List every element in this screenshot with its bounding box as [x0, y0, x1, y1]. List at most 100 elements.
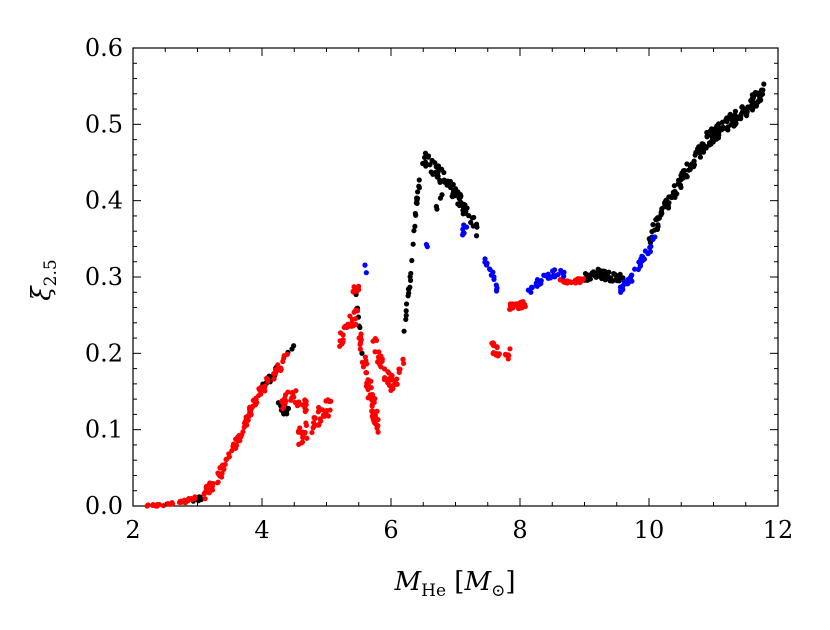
data-point-black [462, 202, 468, 208]
data-point-red [394, 376, 400, 382]
data-point-red [316, 421, 322, 428]
data-point-black [739, 104, 745, 110]
data-point-red [247, 408, 254, 415]
plot-area [132, 47, 779, 507]
data-point-black [752, 100, 758, 106]
data-point-black [697, 154, 704, 160]
data-point-red [323, 411, 330, 417]
data-point-red [271, 371, 277, 377]
data-point-black [759, 91, 766, 97]
data-point-black [414, 195, 421, 201]
x-axis-label: MHe [M⊙] [394, 567, 516, 601]
data-point-black [720, 124, 726, 130]
data-point-blue [487, 266, 493, 272]
data-point-red [503, 352, 509, 358]
data-point-black [434, 206, 440, 212]
data-point-blue [423, 241, 429, 248]
data-point-red [261, 384, 268, 391]
data-point-black [403, 312, 409, 319]
data-point-red [224, 456, 230, 462]
data-point-blue [637, 259, 643, 266]
data-point-red [379, 357, 385, 363]
data-point-black [439, 192, 445, 198]
data-point-red [521, 302, 527, 308]
data-point-red [150, 502, 156, 508]
data-point-black [758, 87, 765, 93]
data-point-black [705, 131, 711, 137]
data-point-red [567, 279, 573, 285]
data-point-red [401, 360, 407, 367]
data-point-red [280, 358, 286, 365]
data-point-red [215, 470, 221, 476]
data-point-black [748, 98, 754, 104]
data-point-blue [490, 269, 496, 275]
data-point-red [210, 480, 216, 487]
data-point-red [278, 365, 284, 371]
data-point-black [441, 169, 447, 176]
data-point-red [203, 483, 210, 489]
data-point-red [389, 373, 395, 379]
data-point-black [738, 111, 744, 117]
data-point-black [412, 223, 418, 229]
data-point-black [289, 346, 295, 352]
data-point-red [365, 395, 371, 401]
data-point-blue [362, 262, 368, 268]
data-point-black [405, 293, 411, 299]
data-point-red [243, 414, 249, 420]
data-point-red [351, 284, 357, 290]
data-point-red [489, 340, 495, 346]
data-point-black [462, 208, 468, 214]
data-point-red [279, 398, 285, 404]
data-point-black [654, 216, 660, 222]
data-point-red [363, 370, 369, 376]
data-point-black [437, 179, 443, 185]
data-point-red [396, 369, 402, 376]
data-point-red [311, 415, 317, 421]
data-point-black [455, 189, 461, 195]
data-point-red [289, 395, 295, 401]
data-point-red [299, 402, 306, 408]
data-point-red [315, 409, 321, 415]
data-point-black [700, 149, 707, 155]
data-point-black [672, 194, 678, 201]
data-point-red [206, 490, 212, 496]
data-point-red [214, 480, 221, 486]
data-point-red [507, 301, 513, 307]
data-point-blue [647, 249, 654, 255]
data-point-black [406, 286, 412, 292]
data-point-black [700, 141, 706, 147]
data-point-black [474, 224, 480, 230]
data-point-red [373, 421, 379, 428]
data-point-black [752, 92, 758, 98]
data-point-red [394, 381, 400, 387]
data-point-red [376, 349, 382, 355]
data-point-red [578, 278, 584, 285]
data-point-black [617, 271, 623, 278]
data-point-black [732, 108, 739, 114]
data-point-black [466, 213, 472, 219]
x-tick-label: 10 [634, 516, 665, 544]
data-point-red [304, 435, 310, 441]
data-point-red [505, 356, 511, 362]
data-point-red [303, 422, 309, 428]
data-point-red [375, 417, 381, 423]
data-point-blue [632, 266, 638, 272]
y-tick-label: 0.5 [85, 110, 123, 138]
data-point-black [416, 177, 422, 183]
data-point-red [235, 434, 241, 440]
data-point-black [608, 275, 614, 281]
data-point-blue [650, 236, 656, 242]
data-point-red [326, 398, 332, 404]
data-point-red [572, 280, 579, 286]
data-point-red [385, 376, 392, 382]
data-point-red [370, 416, 376, 422]
data-point-black [650, 222, 656, 228]
data-point-black [724, 115, 730, 121]
data-point-red [400, 356, 406, 362]
data-point-black [687, 164, 694, 170]
data-point-black [761, 81, 767, 87]
data-point-black [680, 171, 686, 177]
data-point-black [457, 194, 464, 200]
data-point-blue [464, 224, 470, 230]
